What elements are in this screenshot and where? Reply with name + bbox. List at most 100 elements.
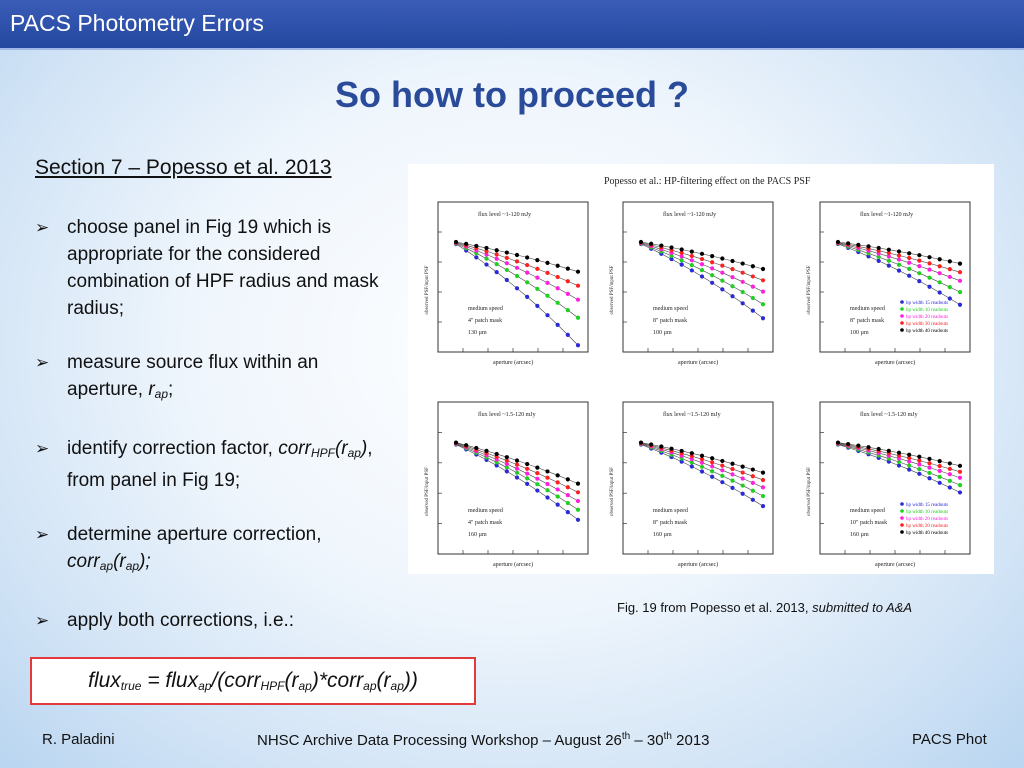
bullet-item: ➢ determine aperture correction, corrap(…: [35, 521, 395, 580]
bullet-text: apply both corrections, i.e.:: [67, 610, 295, 631]
series-point: [679, 448, 684, 454]
panel-ylabel: observed PSF/input PSF: [610, 265, 615, 314]
series-point: [649, 241, 654, 246]
panel-flux-label: flux level ~1.5-120 mJy: [860, 411, 918, 418]
series-point: [917, 264, 922, 269]
series-point: [545, 270, 550, 275]
series-point: [710, 260, 715, 265]
series-point: [575, 315, 581, 320]
series-point: [907, 266, 912, 271]
series-point: [947, 285, 952, 290]
series-point: [740, 289, 745, 295]
footer-author: R. Paladini: [42, 731, 115, 748]
series-point: [886, 459, 891, 464]
figure-panel: flux level ~1.5-120 mJy medium speed 4" pa…: [425, 401, 589, 568]
series-point: [494, 256, 499, 261]
series-point: [760, 477, 766, 483]
series-point: [504, 261, 509, 266]
panel-size-label: 160 µm: [653, 532, 672, 538]
series-point: [917, 454, 922, 459]
panel-mask-label: 8" patch mask: [653, 520, 687, 526]
series-point: [494, 451, 499, 457]
series-point: [750, 497, 755, 502]
panel-speed-label: medium speed: [850, 306, 885, 312]
series-point: [484, 448, 489, 453]
bullet-item: ➢ apply both corrections, i.e.:: [35, 607, 395, 634]
series-point: [907, 459, 912, 464]
series-point: [886, 250, 891, 256]
series-point: [575, 343, 581, 348]
formula-box: fluxtrue = fluxap/(corrHPF(rap)*corrap(r…: [30, 657, 476, 705]
series-point: [907, 467, 912, 472]
series-point: [504, 455, 509, 460]
series-point: [679, 250, 684, 256]
series-point: [474, 255, 479, 260]
arrow-bullet-icon: ➢: [35, 439, 50, 458]
series-point: [730, 478, 735, 483]
series-point: [947, 296, 952, 301]
series-point: [535, 482, 540, 487]
series-point: [740, 464, 745, 469]
var-r: r: [148, 379, 155, 400]
series-point: [760, 485, 766, 490]
series-point: [957, 270, 963, 275]
series-point: [750, 264, 755, 269]
legend-entry: hp width 20 readouts: [906, 517, 948, 522]
figure-panel: flux level ~1.5-120 mJy medium speed 10" p…: [807, 401, 971, 568]
series-point: [866, 254, 871, 259]
series-point: [525, 471, 530, 476]
series-point: [957, 278, 963, 283]
panel-frame: [622, 401, 774, 555]
series-point: [484, 256, 489, 261]
panel-speed-label: medium speed: [653, 306, 688, 312]
series-point: [896, 257, 902, 262]
series-point: [453, 440, 459, 445]
series-point: [750, 467, 755, 472]
series-point: [896, 450, 902, 455]
series-point: [876, 258, 881, 263]
bullet-item: ➢ measure source flux within an aperture…: [35, 349, 395, 408]
arrow-bullet-icon: ➢: [35, 218, 50, 237]
series-point: [464, 443, 469, 448]
series-point: [896, 262, 902, 267]
legend-marker: [900, 530, 904, 534]
series-point: [720, 458, 725, 464]
series-point: [927, 465, 932, 470]
series-point: [514, 259, 520, 264]
figure-19-plot: Popesso et al.: HP-filtering effect on t…: [425, 176, 971, 568]
legend-marker: [900, 516, 904, 520]
series-point: [514, 252, 520, 258]
panel-ylabel: observed PSF/input PSF: [425, 265, 430, 314]
series-point: [689, 253, 694, 259]
series-point: [710, 474, 715, 479]
figure-caption: Fig. 19 from Popesso et al. 2013, submit…: [617, 600, 913, 615]
series-point: [730, 461, 735, 466]
series-point: [957, 469, 963, 474]
series-point: [514, 466, 520, 471]
series-point: [730, 266, 735, 272]
panel-size-label: 100 µm: [653, 330, 672, 336]
series-point: [947, 259, 952, 264]
panel-speed-label: medium speed: [468, 508, 503, 514]
series-point: [886, 254, 891, 259]
series-point: [565, 509, 570, 515]
series-point: [937, 257, 942, 262]
series-point: [896, 456, 902, 461]
series-point: [514, 286, 520, 291]
series-point: [750, 474, 755, 479]
series-point: [866, 244, 871, 249]
series-point: [535, 488, 540, 493]
panel-speed-label: medium speed: [653, 508, 688, 514]
series-point: [927, 470, 932, 476]
series-point: [876, 254, 881, 260]
series-point: [760, 266, 766, 272]
series-point: [937, 474, 942, 479]
series-point: [494, 270, 499, 275]
series-point: [947, 461, 952, 466]
panel-mask-label: 10" patch mask: [850, 520, 887, 526]
series-point: [886, 247, 891, 252]
series-point: [669, 253, 674, 258]
panel-speed-label: medium speed: [850, 508, 885, 514]
series-point: [710, 464, 715, 469]
series-point: [565, 291, 570, 296]
